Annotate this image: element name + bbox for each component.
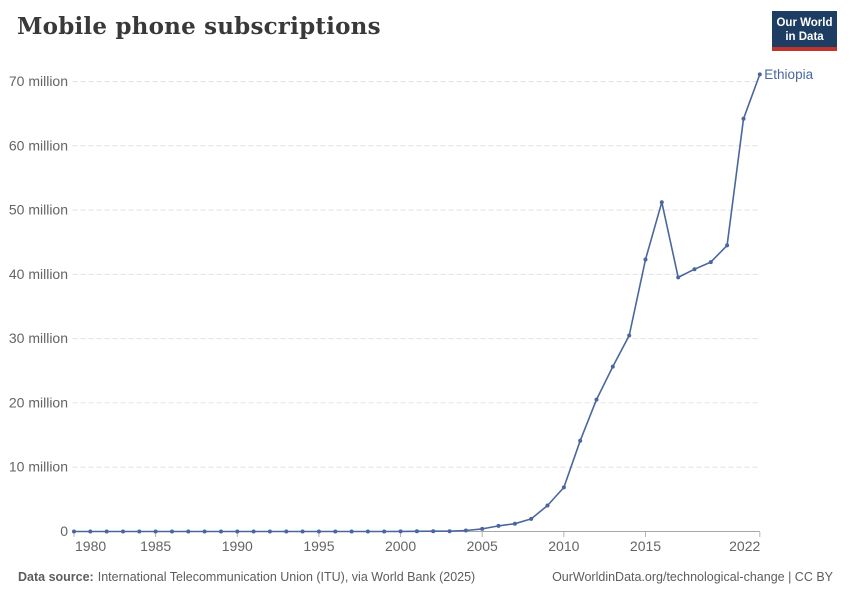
data-point[interactable] [251,529,256,534]
x-tick-label: 1995 [303,538,334,554]
data-point[interactable] [463,528,468,533]
chart-title: Mobile phone subscriptions [17,13,381,40]
data-point[interactable] [741,116,746,121]
owid-logo-red-bar [772,47,837,51]
x-tick-label: 2010 [548,538,579,554]
data-point[interactable] [365,529,370,534]
x-tick-label: 2015 [630,538,661,554]
data-source-text: International Telecommunication Union (I… [97,570,476,584]
data-point[interactable] [121,529,125,534]
series-label-ethiopia: Ethiopia [764,67,813,82]
x-tick-label: 2022 [729,538,760,554]
data-point[interactable] [757,72,762,77]
data-point[interactable] [529,516,534,521]
data-point[interactable] [333,529,338,534]
data-point[interactable] [725,243,730,248]
data-point[interactable] [627,333,632,338]
owid-logo[interactable]: Our World in Data [772,11,837,51]
data-point[interactable] [104,529,109,534]
chart-footer: Data source: International Telecommunicat… [18,570,833,585]
ethiopia-line[interactable] [73,73,761,533]
data-point[interactable] [72,529,76,534]
data-point[interactable] [447,529,452,534]
data-point[interactable] [561,485,566,490]
data-point[interactable] [88,529,93,534]
data-point[interactable] [610,364,615,369]
data-source: Data source: International Telecommunicat… [18,570,475,585]
data-point[interactable] [676,275,681,280]
data-point[interactable] [202,529,207,534]
data-point[interactable] [414,529,419,534]
y-tick-label: 70 million [9,73,68,89]
data-point[interactable] [153,529,158,534]
data-point[interactable] [300,529,305,534]
data-point[interactable] [170,529,174,534]
data-point[interactable] [692,267,697,272]
data-point[interactable] [137,529,142,534]
footer-link[interactable]: OurWorldinData.org/technological-change … [552,570,833,584]
data-point[interactable] [316,529,321,534]
y-tick-label: 30 million [9,330,68,346]
x-tick-label: 2005 [467,538,498,554]
data-point[interactable] [496,523,501,528]
data-point[interactable] [708,260,713,265]
y-tick-label: 10 million [9,459,68,475]
y-tick-label: 60 million [9,137,68,153]
data-point[interactable] [186,529,191,534]
data-point[interactable] [480,526,485,531]
y-tick-label: 0 [60,523,68,539]
x-tick-label: 1985 [140,538,171,554]
y-tick-label: 20 million [9,394,68,410]
x-tick-label: 1990 [222,538,253,554]
y-tick-label: 50 million [9,202,68,218]
data-point[interactable] [349,529,354,534]
data-point[interactable] [284,529,289,534]
data-point[interactable] [267,529,272,534]
data-point[interactable] [219,529,223,534]
data-point[interactable] [431,529,436,534]
data-point[interactable] [659,200,664,205]
data-point[interactable] [545,503,550,508]
data-point[interactable] [398,529,403,534]
owid-logo-text: Our World in Data [776,17,833,43]
data-point[interactable] [235,529,240,534]
x-tick-label: 2000 [385,538,416,554]
data-point[interactable] [594,397,599,402]
data-point[interactable] [382,529,387,534]
data-point[interactable] [578,438,583,443]
data-point[interactable] [643,257,648,262]
data-point[interactable] [512,521,517,526]
data-source-label: Data source: [18,570,94,584]
x-tick-label: 1980 [75,538,106,554]
y-tick-label: 40 million [9,266,68,282]
